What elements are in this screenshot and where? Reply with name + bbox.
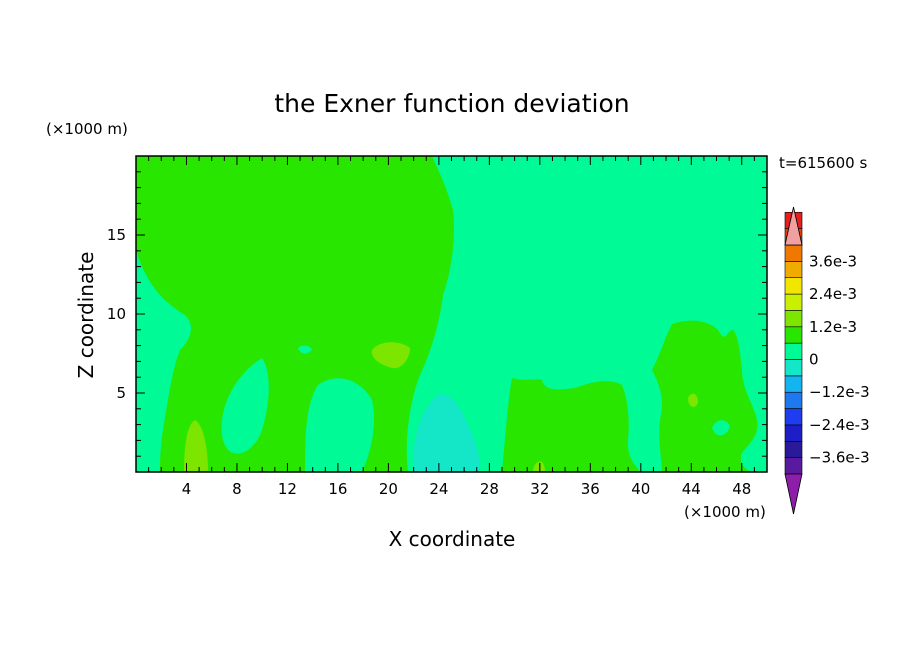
x-tick-label: 4 [182,480,192,498]
x-unit-label: (×1000 m) [684,503,766,521]
colorbar-swatch [784,424,803,442]
region-negative-small [406,156,767,472]
y-tick-label: 15 [107,226,126,244]
region-positive-medium-b [371,342,410,369]
colorbar-tick-label: 0 [809,351,819,369]
x-tick-label: 12 [278,480,297,498]
chart-title: the Exner function deviation [274,89,629,118]
x-tick-label: 16 [328,480,347,498]
colorbar-swatch [784,457,803,475]
y-tick-label: 5 [116,384,126,402]
x-tick-label: 48 [732,480,751,498]
y-axis: 5 10 15 [107,171,767,457]
region-positive-medium-d [688,393,698,407]
x-tick-label: 24 [429,480,448,498]
colorbar-swatch [784,359,803,377]
x-tick-label: 40 [631,480,650,498]
x-tick-label: 44 [682,480,701,498]
colorbar-swatch [784,375,803,393]
colorbar-tick-label: −3.6e-3 [809,449,870,467]
colorbar-swatch [784,244,803,262]
time-label: t=615600 s [779,154,867,172]
x-axis: 4 8 12 16 20 24 28 32 36 40 44 48 [148,156,755,498]
colorbar-swatch [784,391,803,409]
colorbar-swatch [784,261,803,279]
colorbar-over-arrow [784,206,803,246]
region-negative-medium [412,394,480,472]
colorbar-swatch [784,408,803,426]
x-tick-label: 32 [530,480,549,498]
y-axis-title: Z coordinate [74,252,98,379]
region-negative-pocket-c [298,345,312,354]
y-tick-label: 10 [107,305,126,323]
x-axis-title: X coordinate [389,527,516,551]
region-positive-medium-c [533,461,545,472]
colorbar-swatch [784,310,803,328]
y-unit-label: (×1000 m) [46,120,128,138]
colorbar-tick-label: 3.6e-3 [809,252,857,270]
colorbar-swatch [784,440,803,458]
region-negative-pocket-d [712,420,730,436]
colorbar-tick-label: −1.2e-3 [809,383,870,401]
x-tick-label: 28 [480,480,499,498]
colorbar-tick-label: 2.4e-3 [809,285,857,303]
region-positive-medium-a [184,420,208,472]
region-negative-pocket-a [221,358,269,454]
colorbar: 3.6e-3 2.4e-3 1.2e-3 0 −1.2e-3 −2.4e-3 −3.6e-3 [784,206,870,515]
colorbar-swatch [784,293,803,311]
colorbar-swatch [784,326,803,344]
region-negative-pocket-b [305,378,375,472]
colorbar-swatch [784,277,803,295]
x-tick-label: 8 [232,480,242,498]
contour-field [136,156,767,472]
colorbar-tick-label: −2.4e-3 [809,416,870,434]
colorbar-swatch [784,342,803,360]
region-negative-left [136,250,192,472]
x-tick-label: 36 [581,480,600,498]
colorbar-under-arrow [784,473,803,515]
x-tick-label: 20 [379,480,398,498]
colorbar-tick-label: 1.2e-3 [809,318,857,336]
